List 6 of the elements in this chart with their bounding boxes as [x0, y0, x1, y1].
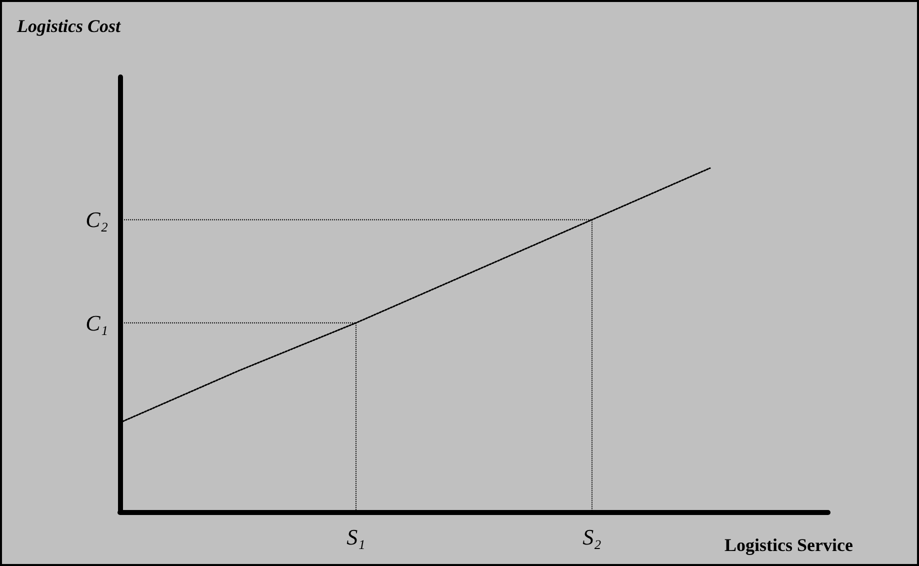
- x-tick-label: S₂: [582, 524, 602, 550]
- text: C₁: [86, 310, 108, 336]
- x-tick-label: S₁: [346, 524, 366, 550]
- x-axis-title: Logistics Service: [724, 535, 853, 555]
- text: C₂: [86, 207, 108, 232]
- chart-title: Logistics Cost: [16, 16, 122, 36]
